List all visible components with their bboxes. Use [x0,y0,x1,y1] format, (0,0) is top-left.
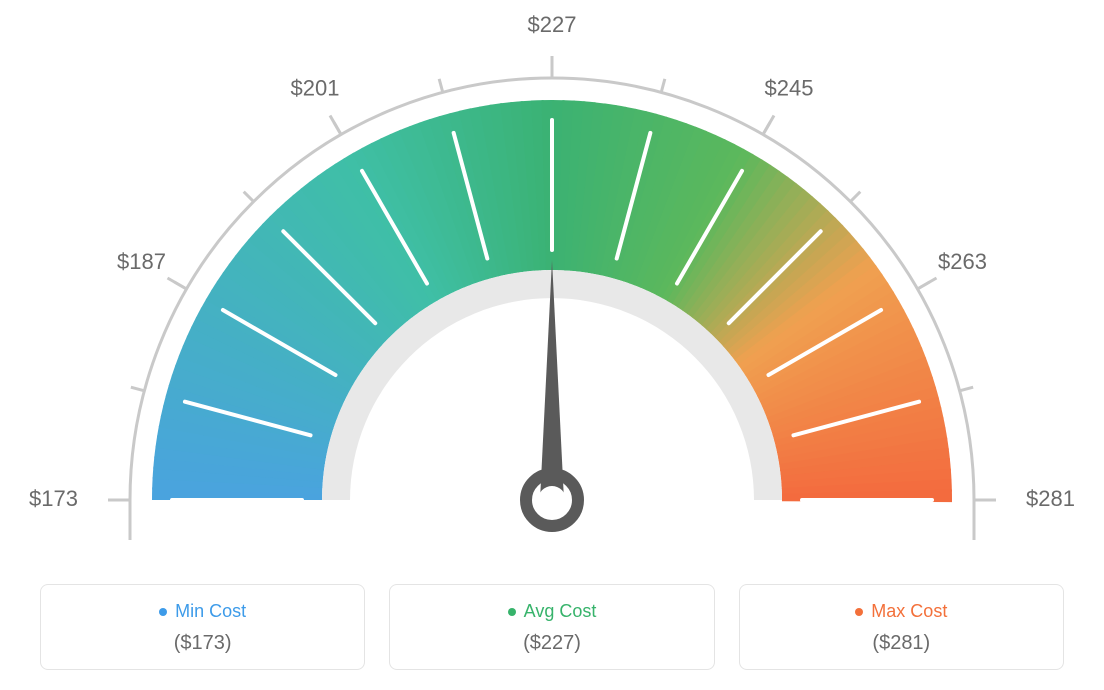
max-value: ($281) [750,632,1053,655]
min-dot-icon [159,608,167,616]
min-label: Min Cost [175,601,246,622]
legend-card-max: Max Cost ($281) [739,584,1064,670]
svg-text:$173: $173 [29,486,78,511]
avg-dot-icon [508,608,516,616]
svg-text:$187: $187 [117,249,166,274]
svg-text:$263: $263 [938,249,987,274]
legend-row: Min Cost ($173) Avg Cost ($227) Max Cost… [40,584,1064,670]
avg-value: ($227) [400,632,703,655]
avg-label: Avg Cost [524,601,597,622]
legend-card-avg: Avg Cost ($227) [389,584,714,670]
max-dot-icon [855,608,863,616]
cost-gauge: $173 $187 $201 $227 $245 $263 $281 [0,0,1104,560]
svg-text:$227: $227 [528,12,577,37]
svg-text:$245: $245 [765,76,814,101]
svg-text:$281: $281 [1026,486,1075,511]
min-value: ($173) [51,632,354,655]
legend-card-min: Min Cost ($173) [40,584,365,670]
max-label: Max Cost [871,601,947,622]
svg-text:$201: $201 [291,76,340,101]
